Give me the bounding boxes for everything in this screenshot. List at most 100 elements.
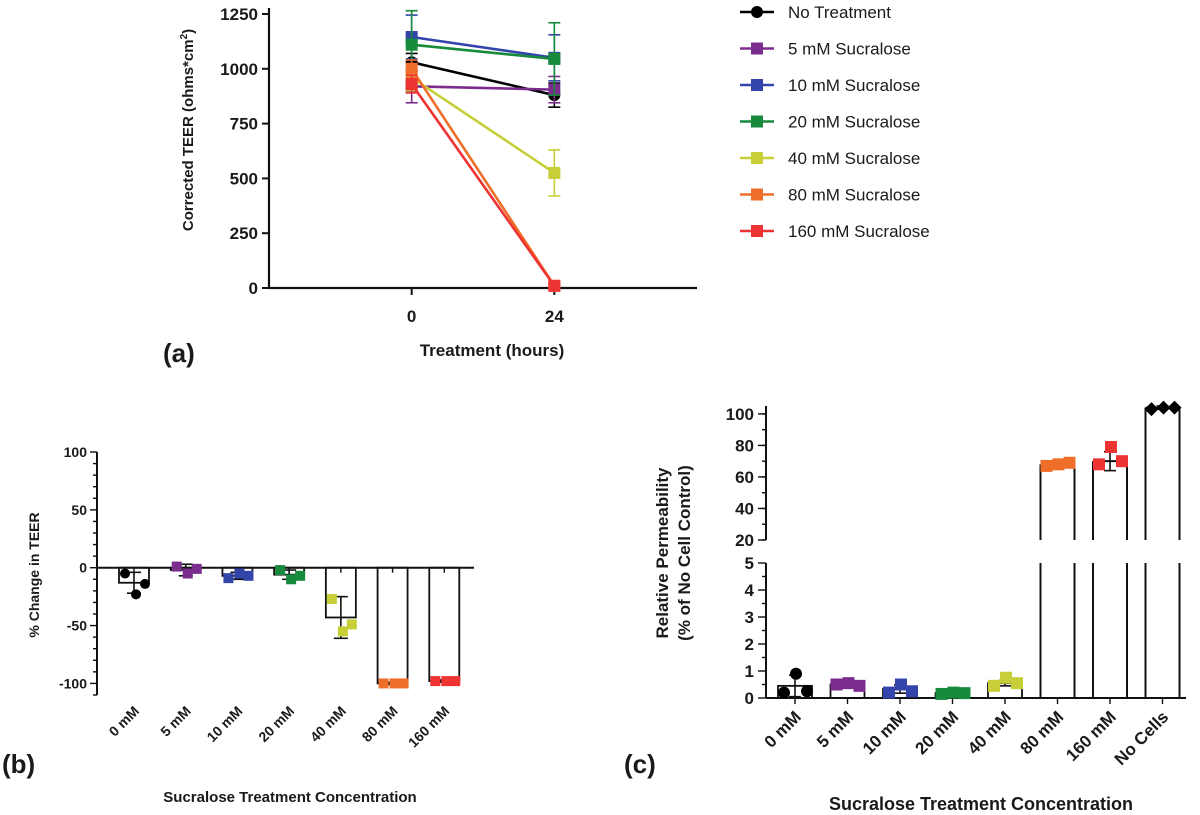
panel-a-series-2 [405, 14, 561, 82]
panel-c-data-point [947, 686, 960, 699]
panel-c-y-tick-label-upper: 20 [735, 531, 754, 550]
panel-b-data-point [389, 678, 400, 689]
panel-b-data-point [346, 619, 357, 630]
panel-b-bars [118, 561, 461, 689]
panel-a-legend-item: 10 mM Sucralose [740, 76, 920, 95]
panel-c-data-point [801, 685, 813, 698]
panel-c-bar-group [1039, 456, 1076, 698]
panel-c-x-tick-label: 40 mM [964, 707, 1015, 758]
panel-a-data-point [548, 166, 561, 179]
panel-a-series-0 [405, 52, 561, 108]
panel-a-legend: No Treatment 5 mM Sucralose 10 mM Sucralos… [740, 3, 930, 241]
panel-c-bar-group [987, 671, 1023, 699]
panel-b-data-point [337, 626, 348, 637]
panel-b-data-point [191, 563, 202, 574]
panel-a-series-line [410, 68, 556, 287]
panel-b-data-point [171, 561, 182, 572]
panel-b-y-tick-label: 50 [71, 502, 87, 518]
panel-a-legend-marker [751, 42, 763, 55]
panel-c-data-point [1063, 456, 1076, 469]
panel-a-x-tick-label: 0 [407, 307, 416, 326]
panel-b-x-tick-label: 80 mM [359, 703, 401, 745]
panel-a-y-tick-label: 0 [249, 279, 258, 298]
panel-c-y-axis-label-line2: (% of No Cell Control) [675, 465, 694, 641]
panel-a-legend-marker [751, 115, 763, 128]
panel-b-bar-group [169, 561, 202, 579]
panel-c-y-tick-label-lower: 3 [745, 608, 754, 627]
panel-c-data-point [883, 686, 895, 699]
panel-b-y-tick-label: -50 [67, 618, 87, 634]
panel-c-data-point [778, 686, 790, 699]
panel-b-y-axis-label: % Change in TEER [26, 512, 42, 637]
panel-c-y-tick-label-lower: 4 [745, 581, 755, 600]
panel-a-legend-label: 5 mM Sucralose [788, 40, 911, 59]
panel-a-legend-item: No Treatment [740, 3, 891, 22]
panel-c-data-point [1105, 440, 1117, 453]
panel-a-legend-label: 20 mM Sucralose [788, 113, 920, 132]
panel-b-bar-group [273, 565, 306, 585]
panel-a-x-tick-label: 24 [545, 307, 564, 326]
panel-b-x-tick-label: 40 mM [307, 703, 349, 745]
panel-c-x-tick-label: 5 mM [813, 707, 857, 751]
panel-c-data-point [1093, 458, 1105, 471]
panel-c-data-point [988, 679, 1000, 692]
panel-b-x-tick-label: 20 mM [255, 703, 297, 745]
panel-b-x-tick-label: 5 mM [157, 703, 194, 740]
panel-a-y-axis-label: Corrected TEER (ohms*cm2) [179, 29, 197, 231]
panel-a-series [405, 9, 561, 292]
panel-a-y-tick-label: 250 [230, 224, 258, 243]
panel-b-data-point [326, 593, 337, 604]
panel-a-y-tick-label: 1250 [220, 5, 258, 24]
panel-c-y-tick-label-upper: 60 [735, 468, 754, 487]
panel-a-series-5 [405, 59, 561, 292]
panel-c-bar-group [777, 667, 813, 699]
panel-b-bar-group [324, 566, 357, 640]
panel-c-bar-group [1144, 400, 1182, 698]
panel-a-legend-item: 5 mM Sucralose [740, 40, 911, 59]
panel-c-tag: (c) [624, 749, 656, 779]
panel-a-series-line [410, 83, 556, 287]
panel-c-data-point [1011, 677, 1023, 690]
panel-c-bar-group [934, 686, 971, 700]
panel-a-legend-marker [751, 79, 763, 91]
panel-c-data-point [1000, 671, 1012, 684]
panel-a-y-tick-label: 750 [230, 115, 258, 134]
panel-b-data-point [223, 573, 234, 584]
panel-c-x-tick-label: No Cells [1111, 707, 1173, 769]
panel-b-data-point [286, 574, 297, 585]
panel-c-data-point [790, 667, 802, 680]
panel-b-data-point [131, 589, 141, 600]
panel-a-series-3 [405, 9, 561, 96]
panel-c-bar-group [1092, 440, 1128, 698]
panel-b-chart: -100 -50 0 50 100 0 mM 5 mM 10 mM 20 mM 40 mM 80 m… [2, 444, 474, 806]
panel-a-data-point [405, 62, 418, 75]
panel-b-data-point [378, 678, 389, 689]
panel-c-x-tick-label: 20 mM [911, 707, 962, 758]
panel-c-chart: 0 1 2 3 4 5 20 40 60 80 100 0 mM 5 mM 10 mM 20 mM 40 mM… [624, 400, 1186, 814]
panel-a-y-tick-label: 500 [230, 169, 258, 188]
panel-b-y-tick-label: 100 [64, 444, 88, 460]
panel-c-bar-group [882, 678, 918, 699]
panel-a-series-1 [405, 69, 561, 104]
panel-c-y-tick-label-lower: 0 [745, 689, 754, 708]
panel-c-bars [777, 400, 1182, 700]
panel-c-bar-group [829, 677, 866, 699]
panel-a-series-6 [405, 74, 561, 292]
panel-a-series-line [411, 35, 555, 60]
panel-c-data-point [1116, 455, 1128, 468]
panel-c-data-point [1156, 400, 1171, 415]
panel-c-x-tick-label: 10 mM [859, 707, 910, 758]
panel-a-legend-label: 40 mM Sucralose [788, 149, 920, 168]
panel-c-y-tick-label-upper: 100 [726, 405, 754, 424]
panel-a-legend-item: 160 mM Sucralose [740, 222, 930, 241]
panel-a-legend-label: 10 mM Sucralose [788, 76, 920, 95]
panel-c-data-point [1040, 459, 1053, 472]
panel-b-tag: (b) [2, 749, 35, 779]
panel-c-data-point [1052, 458, 1065, 471]
panel-c-data-point [1144, 402, 1159, 417]
panel-b-bar [428, 566, 461, 683]
panel-a-legend-marker [751, 152, 763, 164]
panel-b-x-tick-label: 160 mM [405, 703, 453, 751]
panel-b-data-point [398, 678, 409, 689]
